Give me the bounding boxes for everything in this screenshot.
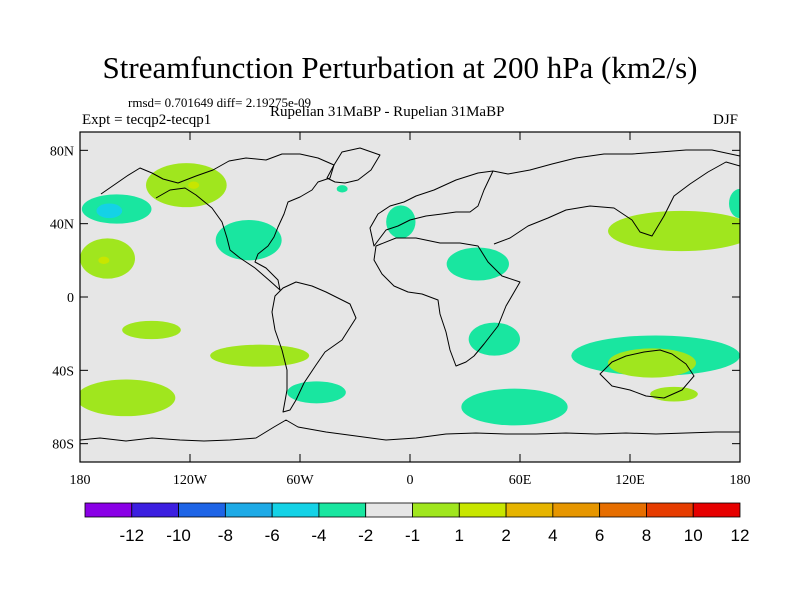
colorbar-swatch bbox=[224, 502, 273, 518]
experiment-label: Expt = tecqp2-tecqp1 bbox=[82, 112, 212, 128]
colorbar-label: -12 bbox=[119, 526, 144, 545]
anomaly-region-6 bbox=[215, 220, 282, 261]
coast-europe bbox=[369, 170, 494, 247]
coast-antarctica bbox=[80, 419, 740, 442]
colorbar-swatch bbox=[365, 502, 413, 518]
anomaly-region-1 bbox=[96, 203, 123, 219]
latitude-ticks: 80N 40N 0 40S 80S bbox=[50, 144, 740, 453]
lon-tick-label: 180 bbox=[730, 473, 751, 488]
coast-north-america bbox=[100, 153, 335, 291]
lon-tick-label: 180 bbox=[70, 473, 91, 488]
anomaly-region-9 bbox=[446, 247, 510, 281]
colorbar-swatch bbox=[271, 502, 320, 518]
lon-tick-label: 120E bbox=[615, 473, 645, 488]
lon-tick-label: 60W bbox=[286, 473, 314, 488]
colorbar-swatch bbox=[318, 502, 367, 518]
colorbar-swatch bbox=[646, 502, 694, 518]
lon-tick-label: 120W bbox=[173, 473, 208, 488]
coast-asia bbox=[492, 149, 740, 245]
coast-greenland bbox=[326, 147, 381, 184]
colorbar-label: 1 bbox=[455, 526, 464, 545]
colorbar-label: 10 bbox=[684, 526, 703, 545]
lat-tick-label: 80S bbox=[52, 438, 74, 453]
anomaly-region-11 bbox=[122, 320, 181, 340]
anomaly-region-18 bbox=[608, 348, 696, 378]
anomaly-region-12 bbox=[80, 379, 176, 417]
longitude-ticks: 180 120W 60W 0 60E 120E 180 bbox=[70, 132, 751, 488]
colorbar: -12 -10 -8 -6 -4 -2 -1 1 2 4 6 8 10 12 bbox=[84, 502, 750, 545]
rmsd-diff-stats: rmsd= 0.701649 diff= 2.19275e-09 bbox=[128, 95, 312, 110]
anomaly-region-13 bbox=[210, 344, 310, 367]
colorbar-label: -2 bbox=[358, 526, 373, 545]
lat-tick-label: 40N bbox=[50, 218, 74, 233]
anomaly-region-8 bbox=[386, 205, 416, 239]
anomaly-region-16 bbox=[461, 388, 568, 426]
anomaly-region-5 bbox=[98, 256, 110, 265]
coast-south-america bbox=[271, 281, 357, 413]
anomaly-region-19 bbox=[650, 386, 698, 402]
colorbar-label: -1 bbox=[405, 526, 420, 545]
colorbar-swatch bbox=[412, 502, 460, 518]
lat-tick-label: 40S bbox=[52, 364, 74, 379]
colorbar-swatch bbox=[178, 502, 226, 518]
anomaly-region-7 bbox=[336, 185, 348, 193]
colorbar-swatch bbox=[505, 502, 554, 518]
lon-tick-label: 60E bbox=[509, 473, 532, 488]
chart-title: Streamfunction Perturbation at 200 hPa (… bbox=[102, 50, 698, 85]
anomaly-region-20 bbox=[608, 210, 740, 252]
lat-tick-label: 0 bbox=[67, 291, 74, 306]
lon-tick-label: 0 bbox=[407, 473, 414, 488]
colorbar-swatch bbox=[552, 502, 601, 518]
lat-tick-label: 80N bbox=[50, 144, 74, 159]
coast-africa bbox=[373, 237, 521, 367]
colorbar-label: 8 bbox=[642, 526, 651, 545]
colorbar-swatch bbox=[131, 502, 179, 518]
season-label: DJF bbox=[713, 112, 739, 128]
anomaly-region-21 bbox=[729, 188, 740, 219]
colorbar-label: -4 bbox=[311, 526, 326, 545]
colorbar-swatch bbox=[692, 502, 741, 518]
colorbar-label: -10 bbox=[166, 526, 191, 545]
anomaly-region-3 bbox=[188, 181, 200, 189]
case-label: Rupelian 31MaBP - Rupelian 31MaBP bbox=[270, 104, 505, 120]
anomaly-region-2 bbox=[146, 163, 227, 208]
colorbar-label: 6 bbox=[595, 526, 604, 545]
colorbar-label: 4 bbox=[548, 526, 557, 545]
colorbar-swatch bbox=[458, 502, 507, 518]
colorbar-label: -8 bbox=[218, 526, 233, 545]
coast-australia bbox=[599, 349, 695, 399]
anomaly-region-10 bbox=[468, 322, 520, 356]
coastlines bbox=[80, 147, 740, 442]
colorbar-label: 12 bbox=[731, 526, 750, 545]
anomaly-region-14 bbox=[18, 341, 69, 363]
colorbar-swatch bbox=[84, 502, 133, 518]
anomaly-field bbox=[18, 163, 740, 426]
colorbar-label: -6 bbox=[265, 526, 280, 545]
colorbar-label: 2 bbox=[501, 526, 510, 545]
colorbar-swatch bbox=[599, 502, 647, 518]
